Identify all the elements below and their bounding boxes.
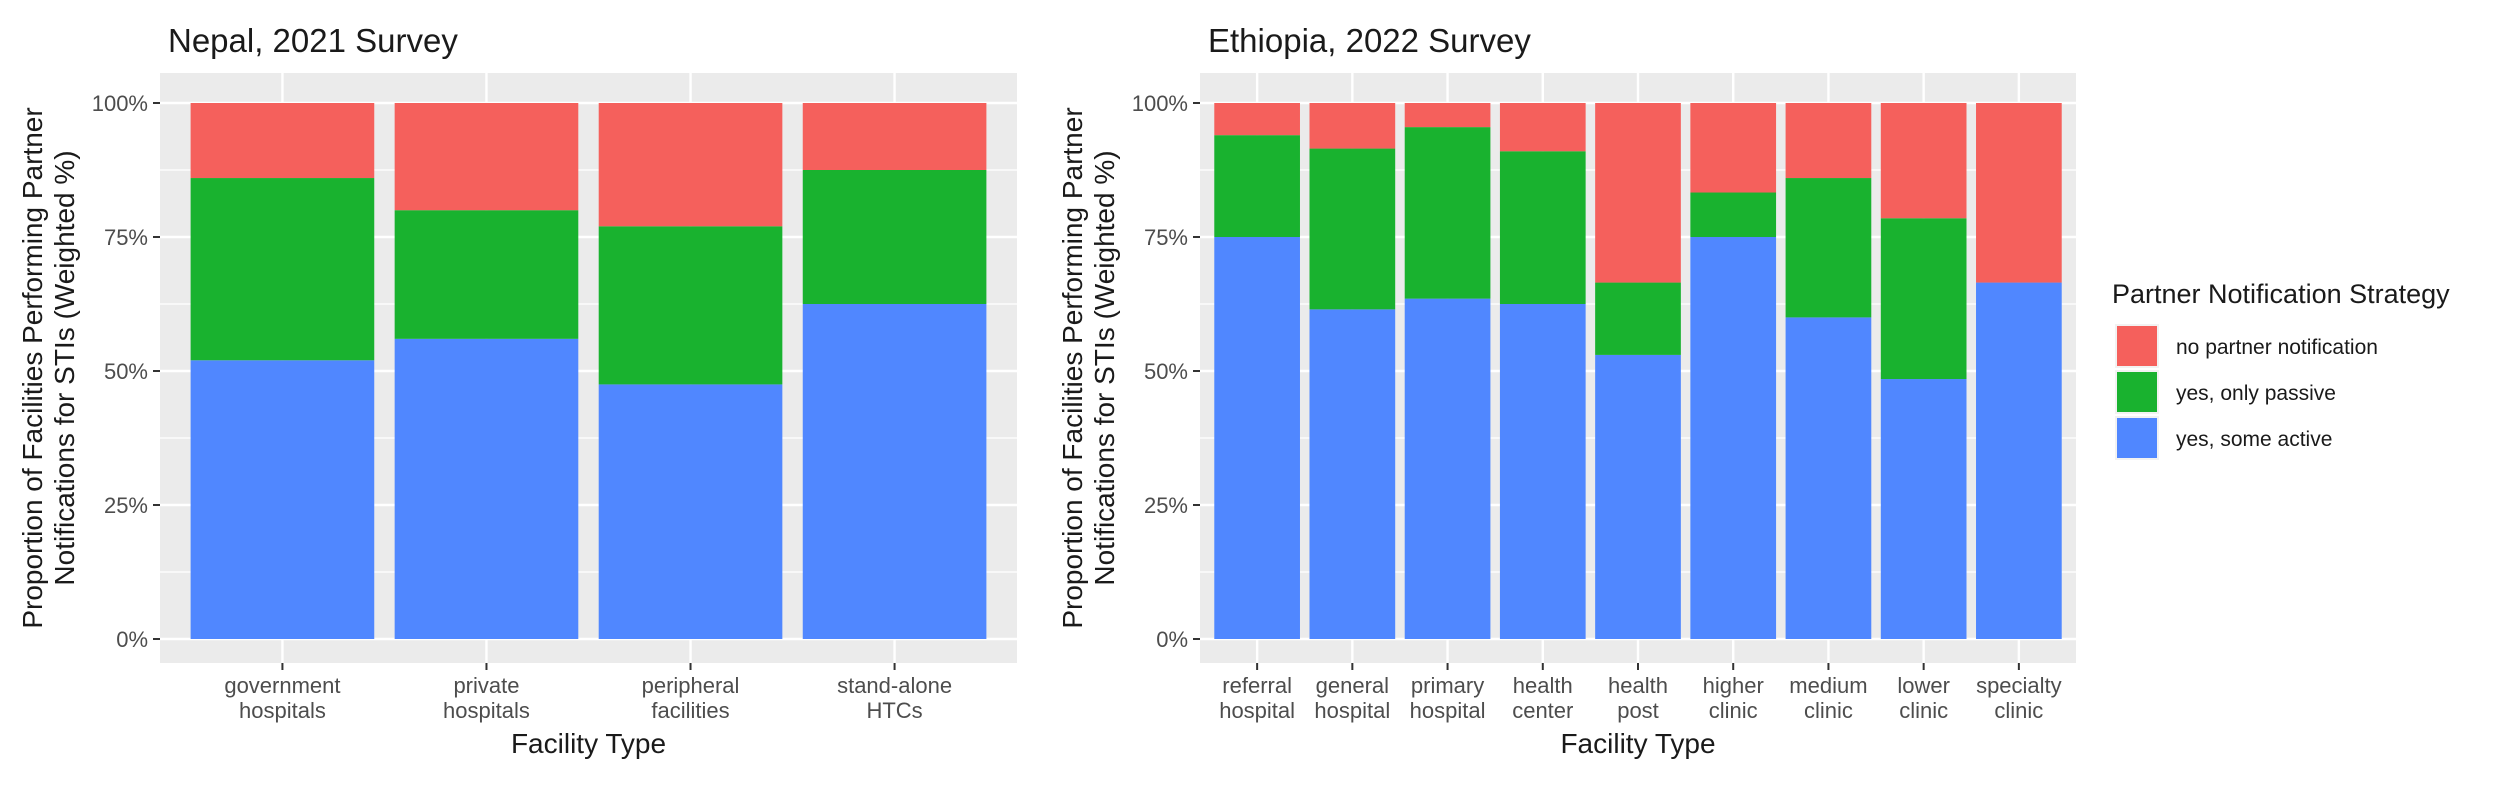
chart2-x-axis-label: Facility Type [1560, 728, 1715, 759]
chart1-x-tick-label: peripheral [642, 673, 740, 698]
chart2-y-axis-label: Proportion of Facilities Performing Part… [1057, 107, 1088, 628]
chart2-x-tick-label: hospital [1219, 698, 1295, 723]
chart1-bar-segment [802, 170, 987, 304]
chart1-bar-segment [190, 178, 375, 361]
chart1-x-tick-label: hospitals [443, 698, 530, 723]
chart1-bar-segment [598, 226, 783, 385]
chart2-bar-segment [1690, 103, 1777, 193]
chart1-y-axis-label: Proportion of Facilities Performing Part… [17, 107, 48, 628]
chart2-bar-segment [1214, 103, 1300, 136]
chart1-title: Nepal, 2021 Survey [168, 22, 458, 59]
chart2-bar-segment [1976, 282, 2062, 639]
chart2-x-tick-label: primary [1411, 673, 1484, 698]
chart2-bar-segment [1785, 103, 1872, 179]
chart1-bar-segment [394, 103, 579, 211]
chart2-x-tick-label: hospital [1314, 698, 1390, 723]
legend-item-label: yes, some active [2176, 428, 2332, 451]
legend-title: Partner Notification Strategy [2112, 279, 2450, 309]
chart2-bar-segment [1595, 354, 1681, 639]
chart1-x-tick-label: government [224, 673, 340, 698]
chart2-bar-segment [1309, 103, 1396, 149]
chart2-bar-segment [1404, 298, 1491, 639]
chart2-bar-segment [1499, 151, 1586, 304]
legend-swatch [2117, 372, 2157, 412]
chart2-y-axis-label: Notifications for STIs (Weighted %) [1089, 150, 1120, 585]
chart2-x-tick-label: medium [1789, 673, 1867, 698]
chart2-x-tick-label: health [1513, 673, 1573, 698]
chart2-bar-segment [1595, 282, 1681, 355]
chart2-bar-segment [1595, 103, 1681, 283]
chart2-bar-segment [1499, 103, 1586, 152]
chart2-y-tick-label: 25% [1144, 493, 1188, 518]
chart1-y-tick-label: 50% [104, 359, 148, 384]
chart1-x-tick-label: stand-alone [837, 673, 952, 698]
chart2-x-tick-label: health [1608, 673, 1668, 698]
chart2-x-tick-label: clinic [1804, 698, 1853, 723]
chart2-x-tick-label: lower [1897, 673, 1950, 698]
chart2-title: Ethiopia, 2022 Survey [1208, 22, 1531, 59]
chart2-x-tick-label: specialty [1976, 673, 2062, 698]
chart2-bar-segment [1499, 304, 1586, 639]
chart1-bar-segment [190, 103, 375, 179]
chart2-bar-segment [1214, 135, 1300, 237]
chart2-x-tick-label: referral [1222, 673, 1292, 698]
chart1-bar-segment [598, 103, 783, 227]
chart2-bar-segment [1976, 103, 2062, 283]
chart2-x-tick-label: clinic [1994, 698, 2043, 723]
chart2-x-tick-label: center [1512, 698, 1573, 723]
chart2-bar-segment [1309, 148, 1396, 310]
chart1-y-tick-label: 75% [104, 225, 148, 250]
chart2-bar-segment [1880, 218, 1967, 380]
chart1-bar-segment [598, 384, 783, 639]
legend-item-label: no partner notification [2176, 336, 2378, 359]
chart1-x-tick-label: hospitals [239, 698, 326, 723]
chart2-x-tick-label: clinic [1899, 698, 1948, 723]
chart1-bar-segment [802, 103, 987, 170]
chart1-x-axis-label: Facility Type [511, 728, 666, 759]
chart1-y-tick-label: 0% [116, 627, 148, 652]
chart1-y-axis-label: Notifications for STIs (Weighted %) [49, 150, 80, 585]
chart2-bar-segment [1690, 192, 1777, 237]
chart2-x-tick-label: general [1316, 673, 1389, 698]
chart2-x-tick-label: clinic [1709, 698, 1758, 723]
chart2-bar-segment [1690, 237, 1777, 639]
chart2-y-tick-label: 100% [1132, 91, 1188, 116]
chart1-bar-segment [802, 304, 987, 639]
chart2-bar-segment [1404, 103, 1491, 128]
chart1-bar-segment [394, 210, 579, 339]
chart2-x-tick-label: hospital [1410, 698, 1486, 723]
legend-swatch [2117, 418, 2157, 458]
chart2-bar-segment [1404, 127, 1491, 299]
chart2-bar-segment [1880, 379, 1967, 639]
chart2-x-tick-label: higher [1703, 673, 1764, 698]
chart2-x-tick-label: post [1617, 698, 1659, 723]
chart1-x-tick-label: facilities [651, 698, 729, 723]
chart1-y-tick-label: 100% [92, 91, 148, 116]
chart1-x-tick-label: private [453, 673, 519, 698]
chart2-bar-segment [1309, 309, 1396, 639]
chart2-bar-segment [1785, 317, 1872, 639]
chart2-y-tick-label: 75% [1144, 225, 1188, 250]
chart2-bar-segment [1785, 178, 1872, 318]
chart2-y-tick-label: 50% [1144, 359, 1188, 384]
chart2-y-tick-label: 0% [1156, 627, 1188, 652]
chart1-x-tick-label: HTCs [866, 698, 922, 723]
chart1-y-tick-label: 25% [104, 493, 148, 518]
chart2-bar-segment [1880, 103, 1967, 219]
legend-item-label: yes, only passive [2176, 382, 2336, 405]
chart1-bar-segment [190, 360, 375, 639]
legend-swatch [2117, 326, 2157, 366]
chart2-bar-segment [1214, 237, 1300, 639]
chart1-bar-segment [394, 338, 579, 639]
